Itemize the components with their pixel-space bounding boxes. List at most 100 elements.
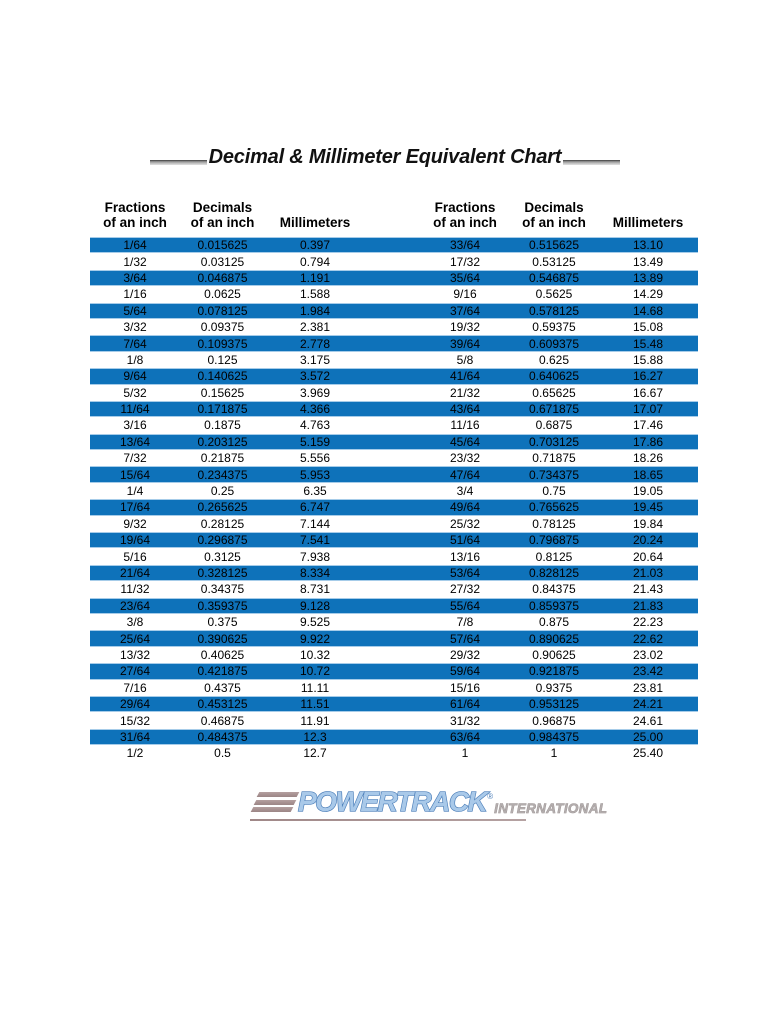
table-cell: 0.109375 [197, 336, 248, 351]
table-cell: 0.140625 [197, 369, 248, 384]
table-cell: 9.128 [299, 598, 331, 613]
table-cell: 18.26 [632, 451, 664, 466]
table-cell: 5/32 [123, 385, 147, 400]
table-row: 3/8 0.375 9.525 7/8 0.875 22.23 [90, 614, 698, 630]
table-cell: 9.922 [299, 631, 331, 646]
header-gap [365, 196, 420, 230]
table-cell: 31/32 [449, 713, 481, 728]
table-cell: 7.144 [299, 516, 331, 531]
table-cell: 13.49 [632, 254, 664, 269]
logo-bars-icon [250, 792, 300, 813]
table-cell: 13/32 [119, 647, 151, 662]
table-cell: 3/8 [126, 615, 144, 630]
table-row: 1/8 0.125 3.175 5/8 0.625 15.88 [90, 352, 698, 368]
table-row: 7/64 0.109375 2.778 39/64 0.609375 15.48 [90, 335, 698, 352]
table-cell: 43/64 [449, 402, 481, 417]
title-underline-right [563, 160, 621, 165]
gap-cell [365, 385, 420, 401]
table-cell: 7/32 [123, 451, 147, 466]
table-cell: 0.953125 [528, 697, 580, 712]
table-cell: 31/64 [119, 729, 151, 744]
gap-cell [365, 712, 420, 728]
table-cell: 17.86 [632, 434, 664, 449]
table-cell: 11/32 [120, 582, 150, 597]
table-row: 11/64 0.171875 4.366 43/64 0.671875 17.07 [90, 400, 698, 418]
table-cell: 21.03 [632, 566, 664, 580]
table-cell: 23.81 [632, 680, 664, 695]
table-row: 1/2 0.5 12.7 1 1 25.40 [90, 745, 698, 761]
table-cell: 0.4375 [204, 680, 241, 695]
table-cell: 3/16 [123, 418, 147, 433]
table-cell: 9/64 [123, 369, 147, 384]
table-row: 3/16 0.1875 4.763 11/16 0.6875 17.46 [90, 417, 698, 433]
header-line: Millimeters [279, 215, 351, 230]
gap-cell [365, 548, 420, 564]
gap-cell [365, 730, 420, 744]
gap-cell [365, 402, 420, 416]
header-line: of an inch [433, 215, 497, 230]
table-cell: 25.40 [632, 746, 664, 761]
table-cell: 23/32 [449, 451, 481, 466]
gap-cell [365, 566, 420, 580]
table-cell: 33/64 [449, 238, 481, 253]
table-cell: 0.609375 [528, 336, 580, 351]
table-cell: 29/64 [119, 697, 151, 712]
table-cell: 0.078125 [197, 303, 248, 318]
table-cell: 6.35 [303, 484, 327, 499]
table-row: 1/16 0.0625 1.588 9/16 0.5625 14.29 [90, 286, 698, 302]
table-cell: 9/32 [123, 516, 147, 531]
header-fractions-left: Fractions of an inch [90, 196, 180, 230]
table-cell: 63/64 [449, 729, 481, 744]
table-cell: 0.703125 [528, 434, 580, 449]
table-cell: 7.541 [299, 533, 331, 548]
table-cell: 23.02 [632, 647, 664, 662]
table-cell: 11.51 [300, 697, 330, 712]
table-cell: 8.731 [299, 582, 331, 597]
table-cell: 0.75 [542, 484, 566, 499]
table-row: 31/64 0.484375 12.3 63/64 0.984375 25.00 [90, 728, 698, 746]
table-cell: 24.61 [632, 713, 664, 728]
table-cell: 0.484375 [197, 729, 248, 744]
table-cell: 25/64 [119, 631, 151, 646]
table-cell: 11/16 [450, 418, 480, 433]
table-cell: 11.11 [300, 680, 330, 695]
table-cell: 0.296875 [197, 533, 248, 548]
table-cell: 3/32 [123, 320, 147, 335]
header-line: of an inch [522, 215, 586, 230]
table-cell: 17.46 [632, 418, 664, 433]
header-line: Fractions [104, 200, 166, 215]
table-cell: 0.453125 [197, 697, 248, 712]
table-cell: 9/16 [453, 287, 477, 302]
gap-cell [365, 271, 420, 285]
table-cell: 0.921875 [528, 664, 580, 679]
table-rows: 1/64 0.015625 0.397 33/64 0.515625 13.10 1/32 0… [90, 237, 698, 762]
table-row: 21/64 0.328125 8.334 53/64 0.828125 21.03 [90, 564, 698, 582]
table-cell: 0.125 [207, 352, 238, 367]
table-cell: 35/64 [449, 270, 481, 285]
gap-cell [365, 319, 420, 335]
table-cell: 23/64 [119, 598, 151, 613]
table-cell: 0.734375 [528, 467, 580, 482]
table-row: 7/16 0.4375 11.11 15/16 0.9375 23.81 [90, 680, 698, 696]
header-millimeters-left: Millimeters [265, 196, 365, 230]
table-cell: 17.07 [632, 402, 664, 417]
table-cell: 16.67 [632, 385, 664, 400]
logo-bar [256, 792, 300, 797]
table-cell: 0.515625 [528, 238, 580, 253]
table-row: 7/32 0.21875 5.556 23/32 0.71875 18.26 [90, 450, 698, 466]
table-cell: 15/16 [449, 680, 481, 695]
logo-brand-name: POWERTRACK [297, 786, 488, 817]
table-cell: 0.96875 [532, 713, 576, 728]
table-cell: 0.59375 [532, 320, 576, 335]
header-line: Fractions [434, 200, 496, 215]
title-underline-left [149, 160, 207, 165]
header-line: of an inch [103, 215, 167, 230]
table-cell: 3.572 [299, 369, 331, 384]
table-cell: 25/32 [449, 516, 481, 531]
table-row: 29/64 0.453125 11.51 61/64 0.953125 24.21 [90, 695, 698, 713]
table-cell: 1/4 [126, 484, 144, 499]
table-cell: 29/32 [449, 647, 481, 662]
header-line: Decimals [524, 200, 584, 215]
table-cell: 13.10 [632, 238, 664, 253]
gap-cell [365, 599, 420, 613]
